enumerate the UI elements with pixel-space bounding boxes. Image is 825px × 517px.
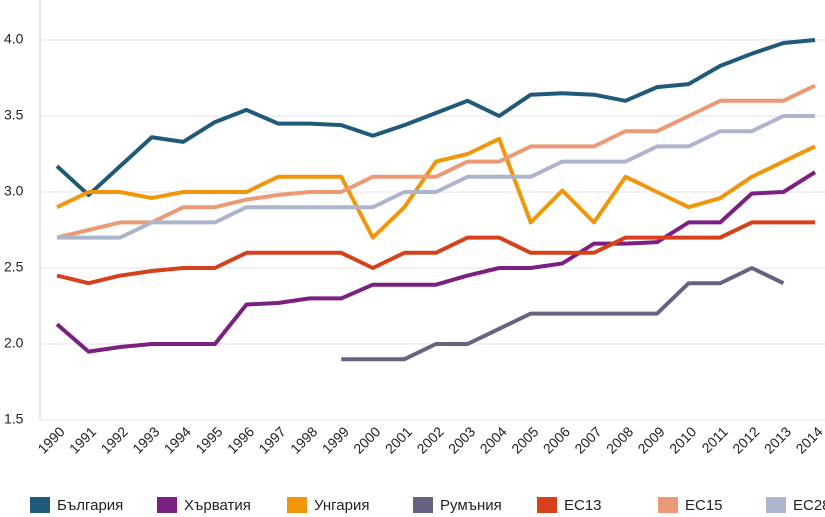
x-tick-label: 2006 (540, 423, 573, 456)
x-tick-label: 1990 (34, 423, 67, 456)
x-tick-label: 2007 (571, 423, 604, 456)
x-tick-label: 1996 (224, 423, 257, 456)
x-tick-label: 2003 (445, 423, 478, 456)
y-tick-label: 3.5 (4, 107, 24, 123)
legend-label: ЕС15 (685, 497, 723, 514)
y-tick-label: 3.0 (4, 183, 24, 199)
legend-label: Румъния (440, 497, 502, 514)
series-line (55, 38, 816, 198)
x-tick-label: 2001 (382, 423, 415, 456)
legend-label: ЕС13 (564, 497, 602, 514)
x-tick-label: 2014 (792, 423, 825, 456)
x-tick-label: 1992 (98, 423, 131, 456)
x-tick-label: 2005 (508, 423, 541, 456)
x-tick-label: 2011 (698, 423, 731, 456)
y-tick-label: 2.0 (4, 335, 24, 351)
series-line (341, 266, 785, 362)
x-tick-label: 2010 (666, 423, 699, 456)
y-tick-label: 1.5 (4, 411, 24, 427)
x-tick-label: 2000 (350, 423, 383, 456)
x-tick-label: 1991 (66, 423, 99, 456)
x-tick-label: 1997 (255, 423, 288, 456)
x-tick-label: 1994 (161, 423, 194, 456)
series-line (57, 114, 815, 240)
x-tick-label: 2009 (634, 423, 667, 456)
legend-swatch (658, 497, 678, 513)
legend-swatch (157, 497, 177, 513)
x-tick-label: 2002 (413, 423, 446, 456)
series-line (55, 170, 817, 354)
series-line (56, 220, 815, 286)
legend-swatch (537, 497, 557, 513)
legend-swatch (287, 497, 307, 513)
legend-label: Унгария (314, 497, 369, 514)
legend-swatch (413, 497, 433, 513)
y-tick-label: 2.5 (4, 259, 24, 275)
series-line (56, 83, 816, 240)
legend-swatch (30, 497, 50, 513)
x-tick-label: 1993 (129, 423, 162, 456)
legend-swatch (766, 497, 786, 513)
series-line (56, 136, 816, 240)
x-tick-label: 2012 (729, 423, 762, 456)
x-tick-label: 2013 (761, 423, 794, 456)
legend-label: България (57, 497, 123, 514)
legend-label: Хърватия (184, 497, 251, 514)
x-tick-label: 1995 (192, 423, 225, 456)
x-tick-label: 2004 (477, 423, 510, 456)
x-tick-label: 1998 (287, 423, 320, 456)
y-tick-label: 4.0 (4, 31, 24, 47)
x-tick-label: 2008 (603, 423, 636, 456)
legend-label: ЕС28 (793, 497, 825, 514)
x-tick-label: 1999 (319, 423, 352, 456)
